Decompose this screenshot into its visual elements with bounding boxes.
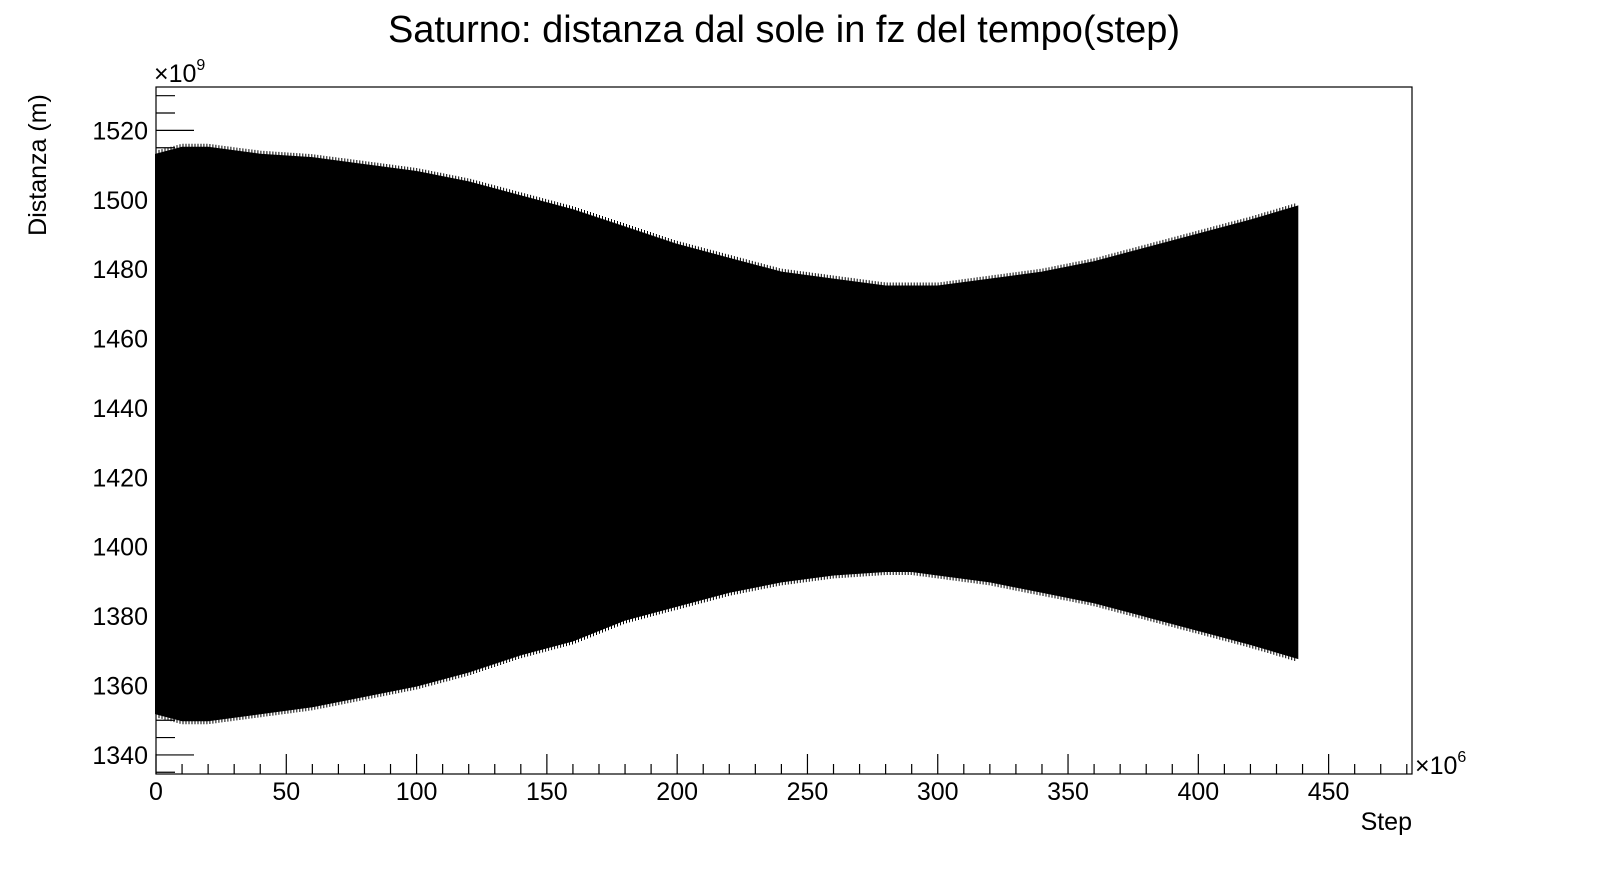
y-tick-label: 1340: [92, 742, 148, 770]
y-tick-label: 1500: [92, 187, 148, 215]
x-tick-label: 0: [149, 778, 163, 806]
y-tick-label: 1420: [92, 464, 148, 492]
y-axis-multiplier-base: ×10: [154, 60, 196, 88]
y-axis-label: Distanza (m): [24, 94, 52, 236]
y-tick-label: 1380: [92, 603, 148, 631]
y-tick-label: 1440: [92, 395, 148, 423]
x-axis-multiplier-base: ×10: [1415, 752, 1457, 780]
x-tick-label: 450: [1308, 778, 1350, 806]
x-tick-label: 350: [1047, 778, 1089, 806]
x-tick-label: 150: [526, 778, 568, 806]
x-tick-label: 300: [917, 778, 959, 806]
y-axis-multiplier: ×109: [154, 57, 205, 88]
x-tick-label: 400: [1177, 778, 1219, 806]
x-tick-label: 250: [787, 778, 829, 806]
y-axis-multiplier-exponent: 9: [196, 57, 205, 74]
y-tick-label: 1480: [92, 256, 148, 284]
x-tick-label: 200: [656, 778, 698, 806]
y-tick-label: 1520: [92, 117, 148, 145]
x-tick-label: 100: [396, 778, 438, 806]
x-axis-label: Step: [1361, 808, 1412, 836]
x-tick-label: 50: [272, 778, 300, 806]
plot-area: 0 50 100 150 200 250 300 350 400 450 1340 1360 1380 1…: [92, 86, 1413, 806]
series-envelope: [155, 146, 1299, 722]
plot-frame: [155, 86, 1413, 775]
chart-title: Saturno: distanza dal sole in fz del tem…: [388, 9, 1180, 51]
y-tick-label: 1460: [92, 326, 148, 354]
x-axis-multiplier: ×106: [1415, 749, 1466, 780]
y-tick-label: 1360: [92, 673, 148, 701]
y-tick-label: 1400: [92, 534, 148, 562]
x-axis-multiplier-exponent: 6: [1457, 749, 1466, 766]
